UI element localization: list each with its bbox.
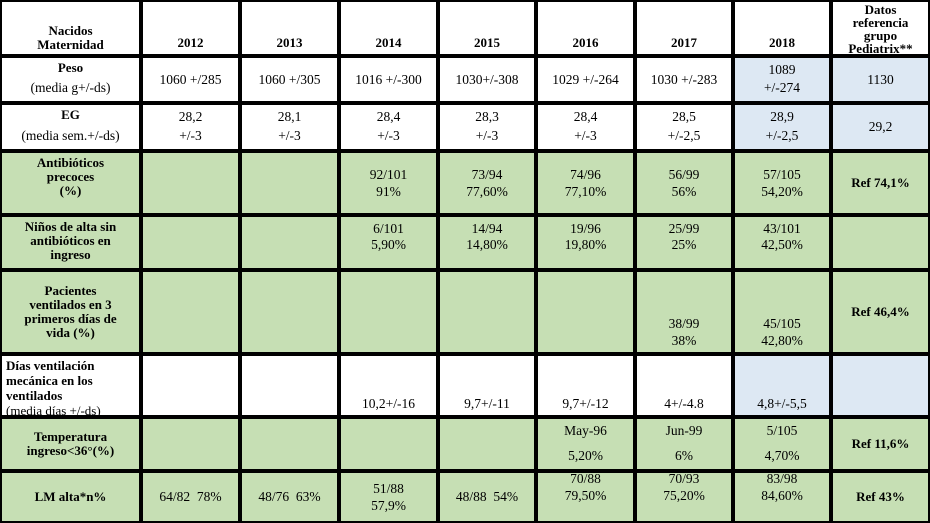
header-year-2017: 2017 <box>635 0 733 56</box>
lm-alta-2016: 70/88 79,50% <box>536 471 635 523</box>
eg-2017: 28,5 +/-2,5 <box>635 103 733 151</box>
row-label-lm-alta: LM alta*n% <box>0 471 141 523</box>
row-label-ventilados: Pacientes ventilados en 3 primeros días … <box>0 270 141 354</box>
antibioticos-2017: 56/99 56% <box>635 151 733 215</box>
ventilados-2012 <box>141 270 240 354</box>
ventilados-2016 <box>536 270 635 354</box>
temperatura-2014 <box>339 417 438 471</box>
temperatura-2016: May-96 5,20% <box>536 417 635 471</box>
peso-2012: 1060 +/285 <box>141 56 240 103</box>
antibioticos-2015: 73/94 77,60% <box>438 151 536 215</box>
temperatura-ref: Ref 11,6% <box>831 417 930 471</box>
lm-alta-2018: 83/98 84,60% <box>733 471 831 523</box>
alta-sin-atb-2013 <box>240 215 339 270</box>
peso-2016: 1029 +/-264 <box>536 56 635 103</box>
antibioticos-ref: Ref 74,1% <box>831 151 930 215</box>
header-maternidad: Maternidad <box>37 37 104 52</box>
lm-alta-2015: 48/88 54% <box>438 471 536 523</box>
header-year-2018: 2018 <box>733 0 831 56</box>
eg-2013: 28,1 +/-3 <box>240 103 339 151</box>
dias-ventilacion-2013 <box>240 354 339 417</box>
temperatura-2017: Jun-99 6% <box>635 417 733 471</box>
ventilados-2013 <box>240 270 339 354</box>
alta-sin-atb-2014: 6/101 5,90% <box>339 215 438 270</box>
ventilados-2015 <box>438 270 536 354</box>
antibioticos-2012 <box>141 151 240 215</box>
ventilados-ref: Ref 46,4% <box>831 270 930 354</box>
header-year-2012: 2012 <box>141 0 240 56</box>
header-year-2013: 2013 <box>240 0 339 56</box>
lm-alta-2012: 64/82 78% <box>141 471 240 523</box>
eg-2014: 28,4 +/-3 <box>339 103 438 151</box>
dias-ventilacion-2014: 10,2+/-16 <box>339 354 438 417</box>
peso-2013: 1060 +/305 <box>240 56 339 103</box>
row-label-peso: Peso (media g+/-ds) <box>0 56 141 103</box>
alta-sin-atb-2015: 14/94 14,80% <box>438 215 536 270</box>
dias-ventilacion-2018: 4,8+/-5,5 <box>733 354 831 417</box>
peso-2015: 1030+/-308 <box>438 56 536 103</box>
dias-ventilacion-2015: 9,7+/-11 <box>438 354 536 417</box>
temperatura-2015 <box>438 417 536 471</box>
eg-ref: 29,2 <box>831 103 930 151</box>
alta-sin-atb-2017: 25/99 25% <box>635 215 733 270</box>
alta-sin-atb-ref <box>831 215 930 270</box>
temperatura-2018: 5/105 4,70% <box>733 417 831 471</box>
eg-2015: 28,3 +/-3 <box>438 103 536 151</box>
antibioticos-2018: 57/105 54,20% <box>733 151 831 215</box>
alta-sin-atb-2012 <box>141 215 240 270</box>
row-label-dias-ventilacion: Días ventilación mecánica en los ventila… <box>0 354 141 417</box>
peso-2018: 1089 +/-274 <box>733 56 831 103</box>
ventilados-2014 <box>339 270 438 354</box>
temperatura-2012 <box>141 417 240 471</box>
peso-2017: 1030 +/-283 <box>635 56 733 103</box>
eg-2016: 28,4 +/-3 <box>536 103 635 151</box>
header-nacidos-maternidad: Nacidos Maternidad <box>0 0 141 56</box>
dias-ventilacion-ref <box>831 354 930 417</box>
row-label-alta-sin-antibioticos: Niños de alta sin antibióticos en ingres… <box>0 215 141 270</box>
antibioticos-2014: 92/101 91% <box>339 151 438 215</box>
lm-alta-ref: Ref 43% <box>831 471 930 523</box>
lm-alta-2014: 51/88 57,9% <box>339 471 438 523</box>
temperatura-2013 <box>240 417 339 471</box>
header-datos-referencia: Datos referencia grupo Pediatrix** <box>831 0 930 56</box>
dias-ventilacion-2016: 9,7+/-12 <box>536 354 635 417</box>
lm-alta-2013: 48/76 63% <box>240 471 339 523</box>
alta-sin-atb-2016: 19/96 19,80% <box>536 215 635 270</box>
eg-2012: 28,2 +/-3 <box>141 103 240 151</box>
dias-ventilacion-2017: 4+/-4.8 <box>635 354 733 417</box>
ventilados-2017: 38/99 38% <box>635 270 733 354</box>
antibioticos-2013 <box>240 151 339 215</box>
header-year-2015: 2015 <box>438 0 536 56</box>
peso-2014: 1016 +/-300 <box>339 56 438 103</box>
ventilados-2018: 45/105 42,80% <box>733 270 831 354</box>
header-year-2016: 2016 <box>536 0 635 56</box>
peso-ref: 1130 <box>831 56 930 103</box>
row-label-eg: EG (media sem.+/-ds) <box>0 103 141 151</box>
dias-ventilacion-2012 <box>141 354 240 417</box>
alta-sin-atb-2018: 43/101 42,50% <box>733 215 831 270</box>
row-label-antibioticos: Antibióticos precoces (%) <box>0 151 141 215</box>
antibioticos-2016: 74/96 77,10% <box>536 151 635 215</box>
row-label-temperatura: Temperatura ingreso<36°(%) <box>0 417 141 471</box>
lm-alta-2017: 70/93 75,20% <box>635 471 733 523</box>
header-nacidos: Nacidos <box>48 23 93 38</box>
header-year-2014: 2014 <box>339 0 438 56</box>
eg-2018: 28,9 +/-2,5 <box>733 103 831 151</box>
